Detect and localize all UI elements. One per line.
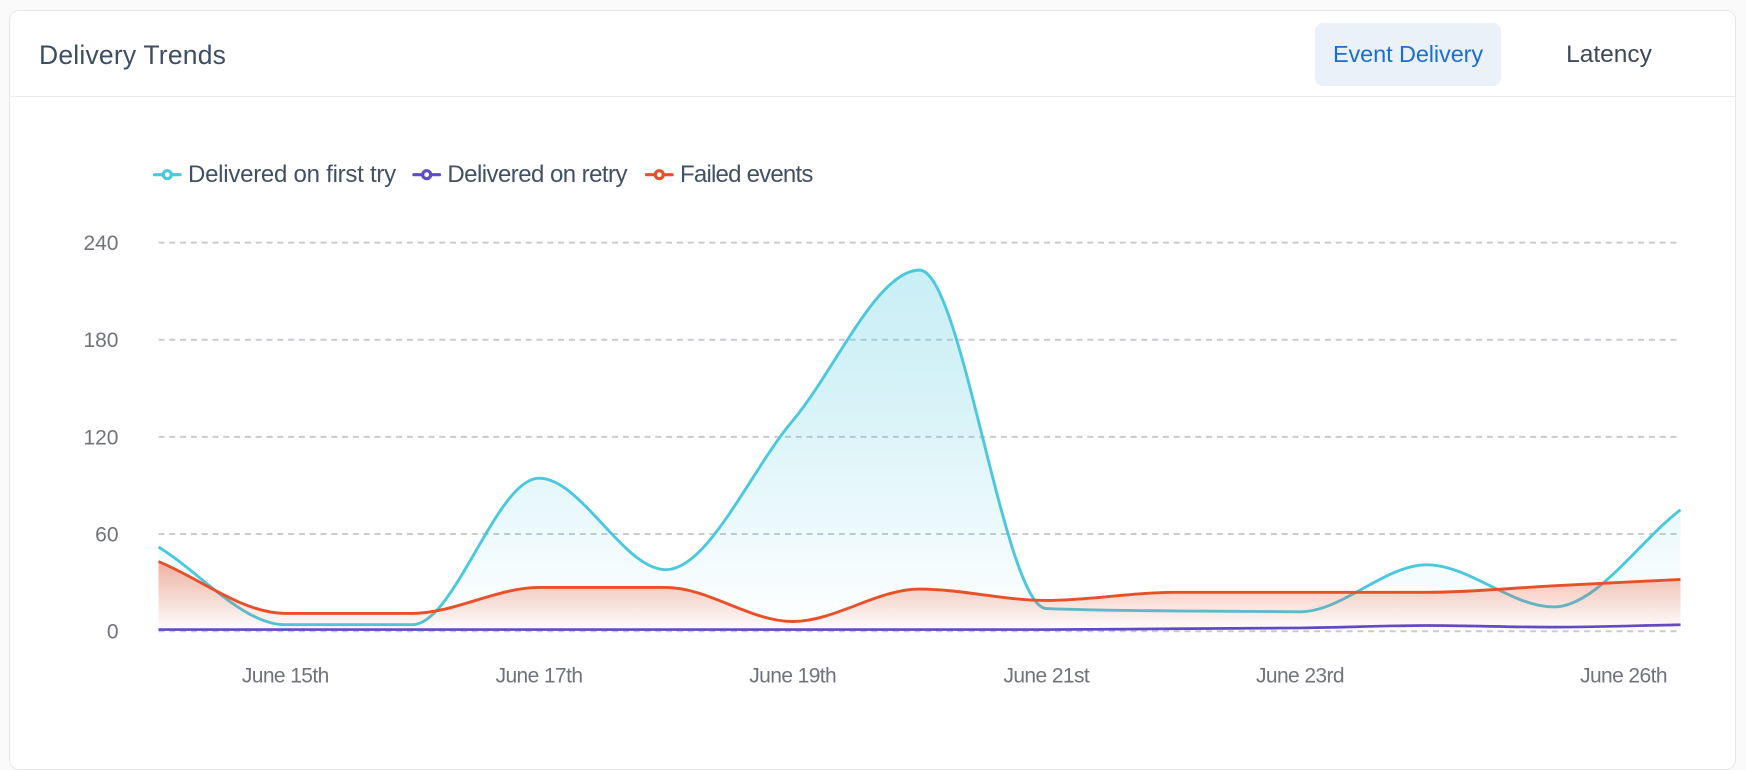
svg-text:60: 60 [95, 524, 118, 547]
svg-text:Failed events: Failed events [680, 161, 813, 188]
svg-text:June 19th: June 19th [749, 665, 836, 688]
svg-text:120: 120 [83, 426, 118, 449]
svg-text:180: 180 [83, 329, 118, 352]
svg-text:Delivered on retry: Delivered on retry [447, 161, 627, 188]
svg-text:Delivered on first try: Delivered on first try [188, 161, 396, 188]
svg-text:240: 240 [83, 232, 118, 255]
svg-text:June 17th: June 17th [496, 665, 583, 688]
svg-text:June 23rd: June 23rd [1256, 665, 1344, 688]
svg-text:June 26th: June 26th [1580, 665, 1667, 688]
svg-text:0: 0 [107, 621, 119, 644]
svg-text:June 15th: June 15th [242, 665, 329, 688]
svg-text:June 21st: June 21st [1003, 665, 1089, 688]
